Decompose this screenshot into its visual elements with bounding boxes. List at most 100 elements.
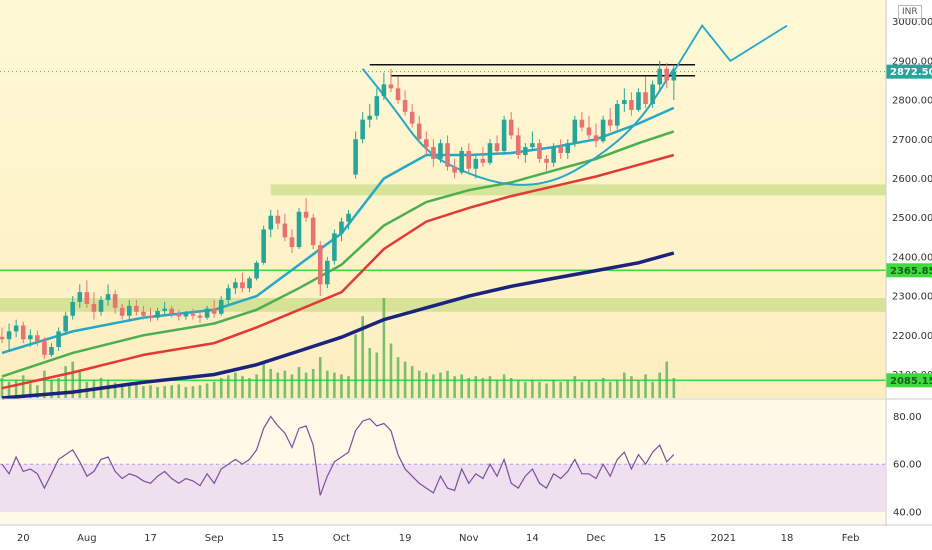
candle-body bbox=[487, 143, 493, 163]
volume-bar bbox=[488, 376, 492, 398]
candle-body bbox=[42, 341, 47, 355]
volume-bar bbox=[156, 387, 159, 398]
candle-body bbox=[593, 135, 599, 142]
time-tick-label: Sep bbox=[205, 533, 224, 544]
volume-bar bbox=[50, 379, 53, 398]
volume-bar bbox=[248, 378, 251, 398]
candle-body bbox=[614, 104, 620, 126]
candle-body bbox=[134, 305, 139, 312]
volume-bar bbox=[368, 348, 372, 398]
candle-body bbox=[466, 151, 472, 169]
candle-body bbox=[643, 92, 648, 104]
rsi-tick-label: 80.00 bbox=[893, 412, 922, 423]
volume-bar bbox=[142, 386, 145, 398]
price-tick-label: 2300.00 bbox=[892, 292, 932, 303]
candle-body bbox=[523, 147, 528, 155]
time-tick-label: Feb bbox=[842, 533, 860, 544]
volume-bar bbox=[658, 372, 661, 398]
time-tick-label: 15 bbox=[653, 533, 666, 544]
candle-body bbox=[275, 215, 281, 224]
volume-bar bbox=[403, 361, 407, 398]
candle-body bbox=[91, 303, 97, 312]
volume-bar bbox=[255, 374, 258, 398]
volume-bar bbox=[269, 368, 273, 398]
time-tick-label: 19 bbox=[399, 533, 412, 544]
candle-body bbox=[218, 300, 224, 314]
volume-bar bbox=[311, 368, 315, 398]
rsi-tick-label: 40.00 bbox=[893, 508, 922, 519]
candle-body bbox=[671, 71, 677, 81]
candle-body bbox=[261, 229, 266, 263]
volume-bar bbox=[509, 378, 513, 398]
volume-bar bbox=[276, 372, 280, 398]
candle-body bbox=[70, 301, 76, 316]
volume-bar bbox=[340, 374, 343, 398]
volume-bar bbox=[623, 372, 626, 398]
volume-bar bbox=[170, 385, 174, 398]
time-tick-label: 15 bbox=[271, 533, 284, 544]
volume-bar bbox=[326, 370, 329, 398]
candle-body bbox=[409, 111, 415, 124]
candle-body bbox=[226, 288, 231, 300]
candle-body bbox=[367, 115, 373, 120]
volume-bar bbox=[432, 374, 435, 398]
moving-average-line bbox=[1, 130, 675, 378]
candle-body bbox=[650, 84, 655, 104]
volume-bar bbox=[7, 381, 11, 398]
candle-body bbox=[508, 119, 514, 136]
volume-bar bbox=[191, 386, 195, 398]
volume-bar bbox=[283, 370, 287, 398]
candle-body bbox=[402, 100, 408, 112]
candle-body bbox=[515, 135, 521, 155]
candle-body bbox=[445, 143, 450, 167]
moving-average-line bbox=[1, 153, 675, 390]
last-price-badge bbox=[886, 64, 932, 79]
volume-bar bbox=[57, 378, 60, 398]
volume-bar bbox=[290, 374, 294, 398]
volume-bar bbox=[21, 375, 25, 398]
volume-bar bbox=[531, 379, 534, 398]
volume-bar bbox=[665, 361, 669, 398]
candle-body bbox=[452, 166, 457, 173]
volume-bar bbox=[262, 363, 265, 398]
volume-bar bbox=[439, 372, 442, 398]
time-tick-label: 17 bbox=[144, 533, 157, 544]
candle-body bbox=[480, 158, 486, 163]
candle-body bbox=[296, 211, 302, 248]
volume-bar bbox=[396, 357, 400, 398]
volume-bar bbox=[559, 381, 562, 398]
candle-body bbox=[141, 311, 146, 316]
candle-body bbox=[211, 308, 217, 314]
candle-body bbox=[126, 305, 132, 316]
candle-body bbox=[105, 294, 111, 300]
volume-bar bbox=[14, 379, 18, 398]
candle-body bbox=[530, 143, 535, 148]
candle-body bbox=[112, 294, 118, 308]
volume-bar bbox=[580, 381, 584, 398]
candle-body bbox=[600, 119, 606, 142]
currency-label: INR bbox=[898, 5, 922, 19]
time-tick-label: Oct bbox=[333, 533, 350, 544]
volume-bar bbox=[347, 376, 350, 398]
last-price-label: 2872.50 bbox=[890, 67, 932, 78]
volume-bar bbox=[375, 352, 379, 398]
candle-body bbox=[537, 143, 542, 159]
volume-bar bbox=[198, 385, 202, 398]
volume-bar bbox=[651, 381, 654, 398]
candle-body bbox=[155, 310, 160, 318]
candle-body bbox=[558, 147, 563, 153]
candle-body bbox=[416, 123, 422, 140]
rsi-tick-label: 60.00 bbox=[893, 460, 922, 471]
candle-body bbox=[551, 147, 556, 163]
candle-body bbox=[197, 315, 203, 318]
time-tick-label: 14 bbox=[526, 533, 539, 544]
volume-bar bbox=[453, 376, 456, 398]
candle-body bbox=[35, 335, 40, 342]
candle-body bbox=[374, 96, 380, 116]
volume-bar bbox=[545, 383, 548, 398]
candle-body bbox=[27, 335, 33, 340]
volume-bar bbox=[587, 379, 591, 398]
volume-bar bbox=[304, 372, 308, 398]
candle-body bbox=[289, 237, 295, 248]
